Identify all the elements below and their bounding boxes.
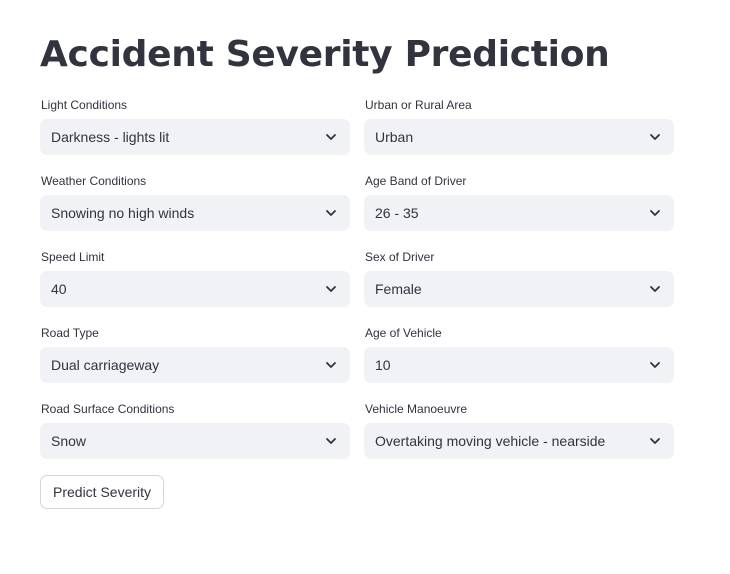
vehicle-manoeuvre-select[interactable]: Overtaking moving vehicle - nearside — [364, 423, 674, 459]
weather-conditions-select[interactable]: Snowing no high winds — [40, 195, 350, 231]
speed-limit-label: Speed Limit — [41, 250, 105, 264]
chevron-down-icon — [325, 208, 337, 218]
road-surface-conditions-field: Road Surface Conditions Snow — [40, 400, 350, 476]
road-surface-conditions-value: Snow — [51, 433, 87, 449]
chevron-down-icon — [649, 208, 661, 218]
age-band-of-driver-value: 26 - 35 — [375, 205, 419, 221]
urban-rural-area-select[interactable]: Urban — [364, 119, 674, 155]
age-of-vehicle-label: Age of Vehicle — [365, 326, 442, 340]
chevron-down-icon — [325, 284, 337, 294]
weather-conditions-field: Weather Conditions Snowing no high winds — [40, 172, 350, 248]
light-conditions-label: Light Conditions — [41, 98, 128, 112]
weather-conditions-value: Snowing no high winds — [51, 205, 195, 221]
road-type-select[interactable]: Dual carriageway — [40, 347, 350, 383]
urban-rural-area-label: Urban or Rural Area — [365, 98, 472, 112]
road-type-label: Road Type — [41, 326, 99, 340]
weather-conditions-label: Weather Conditions — [41, 174, 147, 188]
road-surface-conditions-select[interactable]: Snow — [40, 423, 350, 459]
age-band-of-driver-select[interactable]: 26 - 35 — [364, 195, 674, 231]
chevron-down-icon — [649, 284, 661, 294]
age-of-vehicle-field: Age of Vehicle 10 — [364, 324, 674, 400]
chevron-down-icon — [649, 360, 661, 370]
vehicle-manoeuvre-value: Overtaking moving vehicle - nearside — [375, 433, 606, 449]
prediction-form: Light Conditions Darkness - lights lit U… — [40, 96, 674, 476]
vehicle-manoeuvre-field: Vehicle Manoeuvre Overtaking moving vehi… — [364, 400, 674, 476]
chevron-down-icon — [649, 132, 661, 142]
road-type-field: Road Type Dual carriageway — [40, 324, 350, 400]
chevron-down-icon — [325, 360, 337, 370]
urban-rural-area-value: Urban — [375, 129, 414, 145]
chevron-down-icon — [649, 436, 661, 446]
sex-of-driver-select[interactable]: Female — [364, 271, 674, 307]
road-type-value: Dual carriageway — [51, 357, 160, 373]
vehicle-manoeuvre-label: Vehicle Manoeuvre — [365, 402, 468, 416]
light-conditions-value: Darkness - lights lit — [51, 129, 170, 145]
sex-of-driver-value: Female — [375, 281, 422, 297]
speed-limit-field: Speed Limit 40 — [40, 248, 350, 324]
chevron-down-icon — [325, 436, 337, 446]
chevron-down-icon — [325, 132, 337, 142]
age-of-vehicle-select[interactable]: 10 — [364, 347, 674, 383]
light-conditions-select[interactable]: Darkness - lights lit — [40, 119, 350, 155]
speed-limit-value: 40 — [51, 281, 67, 297]
sex-of-driver-label: Sex of Driver — [365, 250, 435, 264]
age-of-vehicle-value: 10 — [375, 357, 391, 373]
urban-rural-area-field: Urban or Rural Area Urban — [364, 96, 674, 172]
light-conditions-field: Light Conditions Darkness - lights lit — [40, 96, 350, 172]
age-band-of-driver-field: Age Band of Driver 26 - 35 — [364, 172, 674, 248]
predict-severity-button[interactable]: Predict Severity — [40, 475, 165, 509]
page-title: Accident Severity Prediction — [40, 34, 610, 75]
age-band-of-driver-label: Age Band of Driver — [365, 174, 467, 188]
road-surface-conditions-label: Road Surface Conditions — [41, 402, 175, 416]
speed-limit-select[interactable]: 40 — [40, 271, 350, 307]
sex-of-driver-field: Sex of Driver Female — [364, 248, 674, 324]
